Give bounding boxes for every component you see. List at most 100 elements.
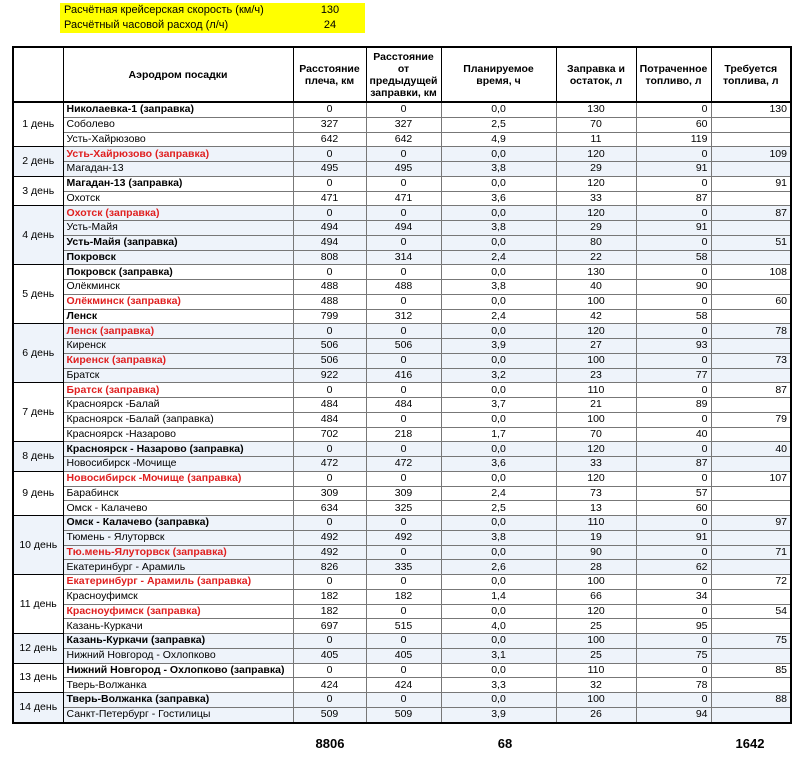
- cell: 0: [635, 234, 712, 251]
- empty-cell: [710, 618, 792, 634]
- cell: 87: [710, 382, 792, 398]
- cell: 0: [365, 146, 442, 162]
- cell: 0: [365, 234, 442, 251]
- empty-cell: [710, 706, 792, 724]
- airport: Екатеринбург - Арамиль: [62, 559, 294, 575]
- cell: 0: [635, 352, 712, 369]
- cell: 0: [292, 470, 367, 487]
- cell: 23: [555, 367, 637, 384]
- cell: 0: [635, 411, 712, 428]
- cell: 494: [292, 234, 367, 251]
- table-row: Братск 922 416 3,2 23 77: [13, 367, 792, 384]
- cell: 0,0: [440, 441, 557, 457]
- airport: Магадан-13: [62, 161, 294, 177]
- cell: 100: [555, 293, 637, 310]
- cell: 28: [555, 559, 637, 575]
- cell: 0: [635, 603, 712, 620]
- cell: 0: [365, 470, 442, 487]
- airport: Ленск (заправка): [62, 323, 294, 339]
- cell: 80: [555, 234, 637, 251]
- cell: 100: [555, 352, 637, 369]
- cell: 85: [710, 662, 792, 679]
- cell: 58: [635, 308, 712, 325]
- header-cell: [12, 46, 64, 103]
- cell: 0,0: [440, 101, 557, 118]
- cell: 0: [635, 441, 712, 457]
- cell: 0,0: [440, 574, 557, 590]
- cell: 73: [555, 485, 637, 502]
- cell: 3,9: [440, 706, 557, 724]
- cell: 2,5: [440, 500, 557, 516]
- table-row: Тверь-Волжанка 424 424 3,3 32 78: [13, 677, 792, 693]
- cell: 0,0: [440, 323, 557, 339]
- cell: 66: [555, 588, 637, 605]
- cell: 4,9: [440, 131, 557, 148]
- cell: 0: [635, 146, 712, 162]
- empty-cell: [710, 559, 792, 575]
- cell: 0: [365, 175, 442, 192]
- cell: 87: [635, 456, 712, 472]
- param-value: 24: [323, 19, 337, 31]
- airport: Тверь-Волжанка: [62, 677, 294, 693]
- cell: 42: [555, 308, 637, 325]
- airport: Олёкминск: [62, 279, 294, 295]
- cell: 40: [635, 426, 712, 443]
- airport: Охотск (заправка): [62, 205, 294, 221]
- day-label: 1 день: [12, 101, 64, 148]
- cell: 0: [365, 293, 442, 310]
- cell: 697: [292, 618, 367, 634]
- day-label: 10 день: [12, 515, 64, 575]
- cell: 93: [635, 338, 712, 354]
- cell: 79: [710, 411, 792, 428]
- cell: 120: [555, 603, 637, 620]
- cell: 91: [710, 175, 792, 192]
- airport: Екатеринбург - Арамиль (заправка): [62, 574, 294, 590]
- cell: 0: [292, 633, 367, 649]
- cell: 0: [635, 205, 712, 221]
- airport: Тю.мень-Ялуторвск (заправка): [62, 544, 294, 561]
- airport: Барабинск: [62, 485, 294, 502]
- cell: 88: [710, 692, 792, 708]
- cell: 472: [365, 456, 442, 472]
- day-label: 5 день: [12, 264, 64, 325]
- cell: 71: [710, 544, 792, 561]
- cell: 25: [555, 647, 637, 664]
- cell: 58: [635, 249, 712, 266]
- cell: 0: [635, 515, 712, 531]
- header-cell: Расстояние от предыдущей заправки, км: [365, 46, 442, 103]
- airport: Нижний Новгород - Охлопково: [62, 647, 294, 664]
- route-table: Аэродром посадки Расстояние плеча, км Расс…: [12, 46, 792, 724]
- header-cell: Заправка и остаток, л: [555, 46, 637, 103]
- cell: 471: [292, 190, 367, 207]
- table-row: 2 день Усть-Хайрюзово (заправка) 0 0 0,0 120 0…: [12, 146, 792, 177]
- cell: 3,8: [440, 220, 557, 236]
- empty-cell: [710, 131, 792, 148]
- empty-cell: [710, 249, 792, 266]
- cell: 0,0: [440, 692, 557, 708]
- cell: 0: [292, 441, 367, 457]
- empty-cell: [710, 116, 792, 133]
- cell: 75: [635, 647, 712, 664]
- cell: 3,9: [440, 338, 557, 354]
- cell: 0: [365, 264, 442, 280]
- cell: 0,0: [440, 382, 557, 398]
- empty-cell: [710, 426, 792, 443]
- cell: 89: [635, 397, 712, 413]
- empty-cell: [710, 161, 792, 177]
- airport: Магадан-13 (заправка): [62, 175, 294, 192]
- table-row: 8 день Красноярск - Назарово (заправка) 0 0…: [12, 441, 792, 472]
- cell: 506: [292, 338, 367, 354]
- cell: 0: [365, 692, 442, 708]
- cell: 0: [365, 515, 442, 531]
- airport: Красноярск -Балай (заправка): [62, 411, 294, 428]
- cell: 25: [555, 618, 637, 634]
- empty-cell: [710, 308, 792, 325]
- table-row: Усть-Хайрюзово 642 642 4,9 11 119: [13, 131, 792, 148]
- cell: 97: [710, 515, 792, 531]
- empty-cell: [710, 190, 792, 207]
- parameters: Расчётная крейсерская скорость (км/ч) 130…: [60, 3, 365, 33]
- cell: 51: [710, 234, 792, 251]
- day-label: 13 день: [12, 662, 64, 693]
- cell: 78: [635, 677, 712, 693]
- cell: 100: [555, 633, 637, 649]
